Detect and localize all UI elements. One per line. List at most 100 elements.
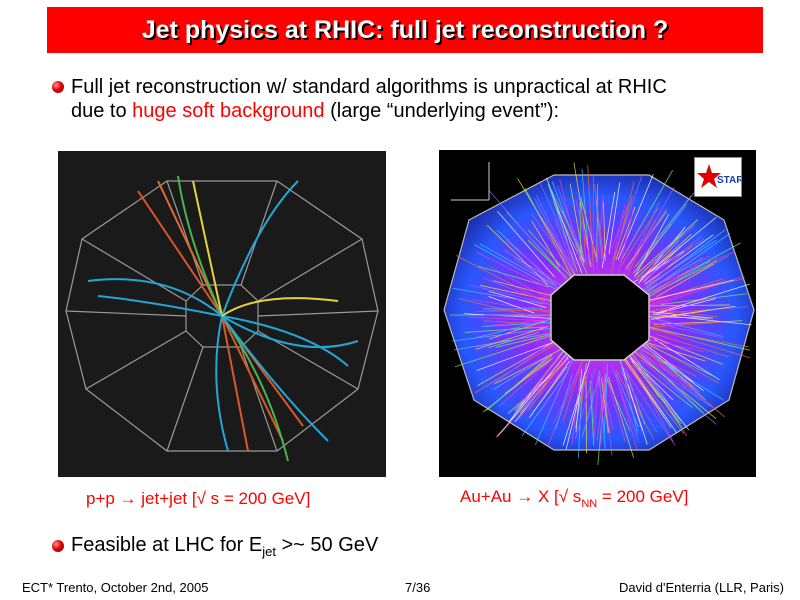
track-line [534, 198, 576, 277]
bullet-2-pre: Feasible at LHC for E [71, 534, 263, 556]
track-line [517, 363, 568, 420]
track-line [492, 343, 549, 385]
track-line [644, 316, 710, 319]
track-line [527, 239, 561, 272]
track-line [610, 176, 643, 265]
track-line [575, 200, 592, 265]
track-line [656, 298, 717, 314]
track-line [653, 306, 749, 315]
track-line [641, 349, 725, 401]
track-line [475, 251, 547, 288]
track-line [575, 368, 583, 432]
track-line [619, 360, 639, 434]
track-line [609, 203, 629, 255]
track-line [596, 183, 599, 262]
track-line [476, 341, 555, 371]
track-line [546, 177, 583, 274]
track-line [593, 377, 599, 439]
track-line [535, 356, 575, 445]
track-line [495, 332, 557, 348]
track-line [547, 183, 578, 272]
track-line [653, 260, 718, 294]
track-line [648, 297, 712, 313]
track-line [649, 255, 729, 296]
track-line [644, 343, 694, 383]
track-line [635, 232, 685, 279]
track-line [498, 357, 555, 407]
track-line [458, 298, 536, 318]
track-line [494, 348, 562, 385]
bullet-1-highlight: huge soft background [132, 100, 325, 122]
track-line [469, 284, 555, 306]
track-line [484, 319, 543, 327]
track-line [482, 277, 539, 300]
track-line [643, 337, 705, 353]
track-line [617, 205, 635, 274]
track-line [645, 239, 718, 288]
track-line [602, 201, 606, 261]
track-line [611, 365, 640, 444]
track-line [473, 244, 556, 290]
track-line [587, 165, 594, 267]
track-line [644, 234, 714, 285]
track-line [531, 220, 560, 268]
auau-caption-pre: Au+Au → X [√ s [460, 487, 582, 506]
track-line [644, 304, 730, 307]
track-line [479, 284, 557, 303]
track-line [483, 320, 539, 325]
track-line [608, 182, 621, 254]
track-line [647, 326, 750, 351]
track-line [645, 334, 723, 365]
track-line [464, 326, 545, 333]
track-line [488, 320, 546, 340]
footer-page-number: 7/36 [405, 580, 431, 595]
track-line [529, 360, 570, 418]
track-line [634, 349, 701, 393]
track-line [634, 344, 687, 397]
track-line [596, 374, 612, 434]
track-line [575, 367, 596, 439]
track-line [478, 266, 550, 288]
track-line [553, 201, 588, 274]
track-line [601, 191, 616, 268]
track-line [585, 376, 587, 454]
auau-event-svg [443, 162, 755, 465]
bullet-2-post: >~ 50 GeV [275, 534, 379, 556]
footer-left: ECT* Trento, October 2nd, 2005 [22, 580, 209, 595]
track-line [486, 225, 549, 286]
track-line [514, 356, 561, 411]
track-line [589, 380, 595, 446]
footer-right: David d'Enterria (LLR, Paris) [618, 580, 784, 595]
bullet-1-text: Full jet reconstruction w/ standard algo… [71, 75, 667, 123]
track-line [476, 318, 554, 338]
track-line [476, 307, 536, 313]
track-line [637, 240, 659, 271]
track-line [553, 196, 588, 265]
track-line [594, 183, 605, 263]
track-line [649, 244, 693, 284]
track-line [541, 219, 575, 279]
track-line [630, 348, 717, 419]
track-line [622, 358, 666, 419]
track-line [620, 207, 659, 266]
track-line [656, 333, 729, 358]
track-line [487, 309, 550, 312]
track-line [555, 374, 573, 430]
track-line [565, 372, 586, 450]
track-line [538, 181, 578, 265]
track-line [527, 229, 574, 281]
track-line [610, 181, 635, 274]
track-line [505, 239, 554, 282]
track-line [615, 371, 639, 427]
track-line [625, 369, 646, 425]
track-line [638, 361, 676, 413]
track-line [631, 360, 682, 424]
track-line [600, 366, 606, 446]
track-line [481, 321, 555, 328]
track-line [642, 216, 717, 279]
track-line [580, 198, 587, 261]
track-line [613, 204, 626, 255]
track-line [504, 357, 555, 395]
track-line [489, 266, 547, 298]
track-line [631, 352, 683, 430]
